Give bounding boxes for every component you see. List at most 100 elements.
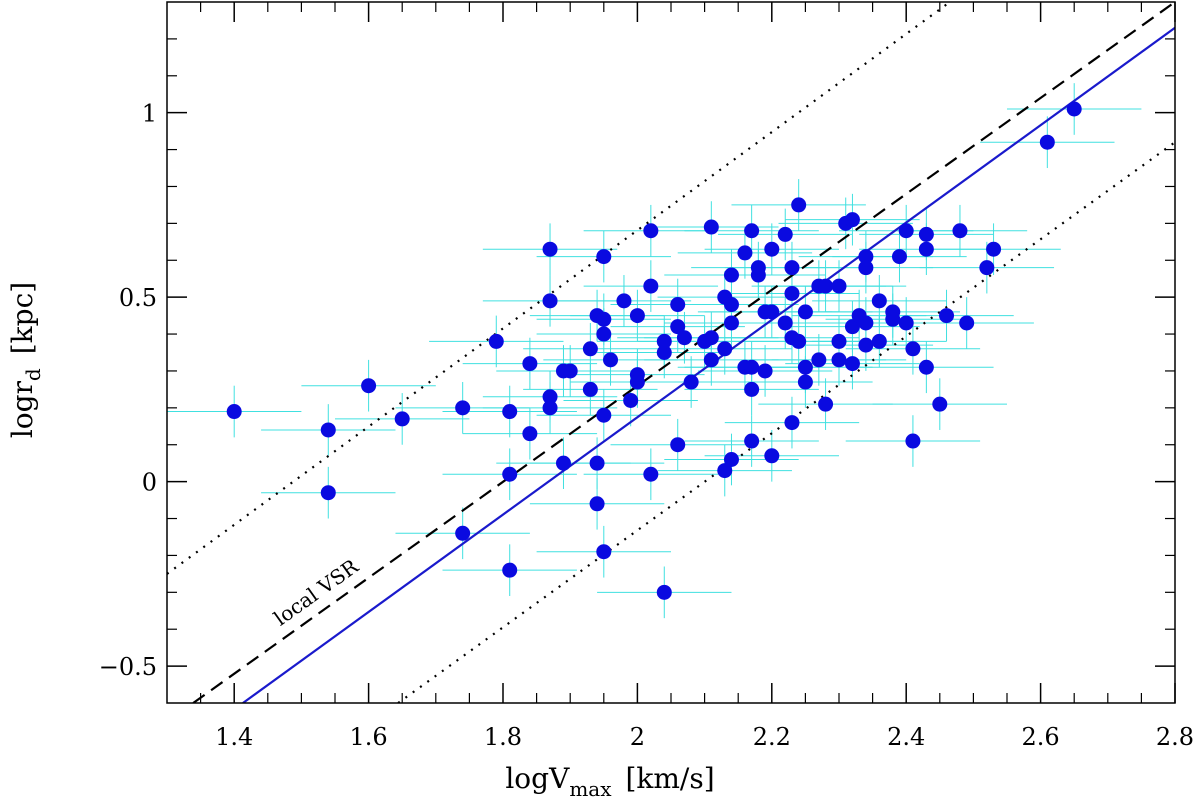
point: [394, 411, 410, 427]
x-tick-label: 2.8: [1156, 723, 1194, 751]
point: [918, 226, 934, 242]
point: [703, 219, 719, 235]
point: [858, 260, 874, 276]
point: [670, 437, 686, 453]
point: [811, 352, 827, 368]
point: [750, 260, 766, 276]
point: [777, 226, 793, 242]
y-tick-label: 0: [142, 469, 157, 497]
point: [844, 319, 860, 335]
point: [320, 485, 336, 501]
point: [905, 341, 921, 357]
point: [596, 311, 612, 327]
point: [979, 260, 995, 276]
point: [683, 374, 699, 390]
y-label-sub: d: [21, 368, 45, 381]
x-tick-label: 2.4: [887, 723, 925, 751]
point: [784, 260, 800, 276]
point: [717, 463, 733, 479]
y-tick-label: 0.5: [119, 284, 157, 312]
point: [858, 249, 874, 265]
point: [582, 381, 598, 397]
point: [871, 333, 887, 349]
point: [542, 400, 558, 416]
point: [831, 333, 847, 349]
point: [818, 278, 834, 294]
x-tick-label: 1.6: [350, 723, 388, 751]
point: [670, 319, 686, 335]
point: [723, 267, 739, 283]
point: [818, 396, 834, 412]
y-label-main: logr: [6, 380, 39, 438]
point: [656, 345, 672, 360]
x-tick-label: 2.2: [753, 723, 791, 751]
point: [858, 337, 874, 353]
point: [502, 466, 518, 482]
point: [764, 241, 780, 257]
point: [831, 352, 847, 368]
points: [226, 101, 1082, 600]
point: [831, 278, 847, 294]
x-axis-label: logVmax [km/s]: [505, 762, 714, 801]
x-tick-label: 2.6: [1022, 723, 1060, 751]
point: [562, 363, 578, 379]
point: [898, 223, 914, 239]
point: [858, 315, 874, 331]
x-label-sub: max: [569, 777, 612, 801]
point: [629, 374, 645, 390]
point: [361, 378, 377, 394]
x-tick-label: 1.4: [215, 723, 253, 751]
point: [522, 426, 538, 442]
point: [898, 315, 914, 331]
point: [596, 407, 612, 423]
point: [596, 249, 612, 265]
point: [623, 392, 639, 408]
point: [542, 389, 558, 405]
point: [959, 315, 975, 331]
point: [791, 333, 807, 349]
error-bars: [167, 83, 1142, 619]
x-label-main: logV: [505, 762, 570, 795]
annotation: local VSR: [269, 554, 363, 631]
point: [757, 363, 773, 379]
point: [1066, 101, 1082, 117]
point: [488, 333, 504, 349]
point: [737, 245, 753, 261]
point: [764, 448, 780, 464]
point: [784, 415, 800, 431]
point: [905, 433, 921, 449]
point: [918, 359, 934, 375]
point: [871, 293, 887, 309]
point: [797, 359, 813, 375]
point: [952, 223, 968, 239]
point: [455, 525, 471, 541]
point: [643, 223, 659, 239]
point: [797, 304, 813, 320]
point: [589, 496, 605, 512]
point: [723, 451, 739, 467]
point: [629, 308, 645, 324]
point: [522, 356, 538, 372]
point: [703, 352, 719, 368]
point: [844, 356, 860, 372]
point: [744, 359, 760, 375]
point: [542, 241, 558, 257]
point: [891, 249, 907, 265]
x-label-unit: [km/s]: [625, 762, 714, 795]
point: [542, 293, 558, 309]
point: [656, 584, 672, 600]
point: [226, 404, 242, 420]
point: [596, 326, 612, 342]
point: [723, 315, 739, 331]
point: [616, 293, 632, 309]
x-tick-label: 2: [630, 723, 645, 751]
point: [643, 278, 659, 294]
point: [717, 341, 733, 357]
point: [643, 466, 659, 482]
point: [791, 197, 807, 213]
point: [784, 285, 800, 301]
point: [703, 330, 719, 346]
y-axis-label: logrd [kpc]: [6, 282, 45, 438]
point: [670, 297, 686, 313]
